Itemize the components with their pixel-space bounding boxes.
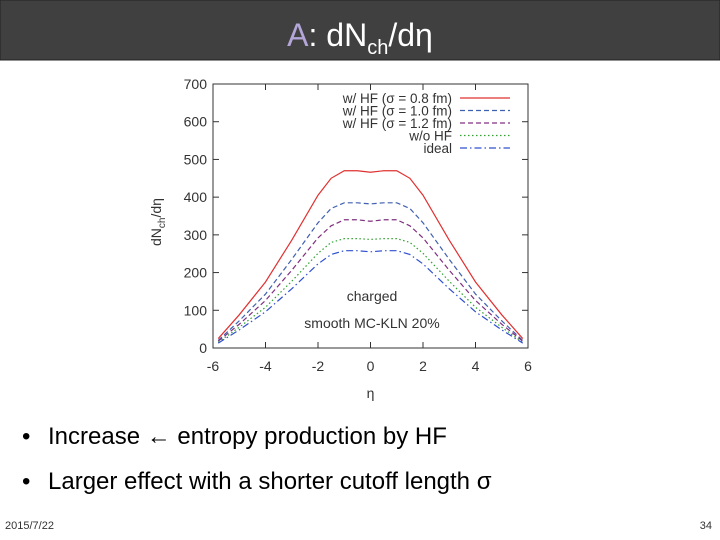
title-end: /dη <box>388 17 432 53</box>
legend-label: w/o HF <box>408 129 452 144</box>
footer-date: 2015/7/22 <box>5 520 54 532</box>
x-tick-label: 6 <box>524 358 532 374</box>
series-line <box>217 219 524 342</box>
title-main: : dN <box>309 17 368 53</box>
legend-label: ideal <box>423 141 452 156</box>
bullet-text: Increase ← entropy production by HF <box>48 423 447 450</box>
x-tick-label: -6 <box>207 358 220 374</box>
title-prefix: A <box>287 17 309 53</box>
x-tick-label: -2 <box>312 358 325 374</box>
y-tick-label: 600 <box>184 114 208 130</box>
title-sub: ch <box>367 37 388 59</box>
bullet-dot: • <box>22 423 30 450</box>
y-tick-label: 400 <box>184 189 208 205</box>
bullet-dot: • <box>22 468 30 495</box>
plot: 0 100 200 300 400 500 600 700 -6 -4 -2 0 2 4 6 η dNch/dη… <box>148 76 532 401</box>
y-label-end: /dη <box>148 198 164 217</box>
slide-title: A: dNch/dη <box>287 17 433 59</box>
y-tick-label: 300 <box>184 227 208 243</box>
x-axis-label: η <box>367 385 375 401</box>
annotation: charged <box>347 288 398 304</box>
y-label-sub: ch <box>157 218 168 229</box>
y-tick-label: 500 <box>184 151 208 167</box>
y-tick-label: 100 <box>184 302 208 318</box>
x-tick-label: 0 <box>367 358 375 374</box>
legend-label: w/ HF (σ = 1.2 fm) <box>342 116 452 131</box>
legend-label: w/ HF (σ = 0.8 fm) <box>342 91 452 106</box>
y-tick-label: 0 <box>199 340 207 356</box>
annotation: smooth MC-KLN 20% <box>304 315 439 331</box>
bullet-text: Larger effect with a shorter cutoff leng… <box>48 468 492 495</box>
series-line <box>217 170 524 339</box>
y-axis-label: dNch/dη <box>148 198 168 246</box>
y-label-main: dN <box>148 228 164 246</box>
x-tick-label: 4 <box>472 358 480 374</box>
x-tick-label: -4 <box>259 358 272 374</box>
x-tick-label: 2 <box>419 358 427 374</box>
y-tick-label: 200 <box>184 265 208 281</box>
footer-page: 34 <box>700 520 712 532</box>
y-tick-label: 700 <box>184 76 208 92</box>
legend-label: w/ HF (σ = 1.0 fm) <box>342 104 452 119</box>
header-bar <box>0 0 720 61</box>
